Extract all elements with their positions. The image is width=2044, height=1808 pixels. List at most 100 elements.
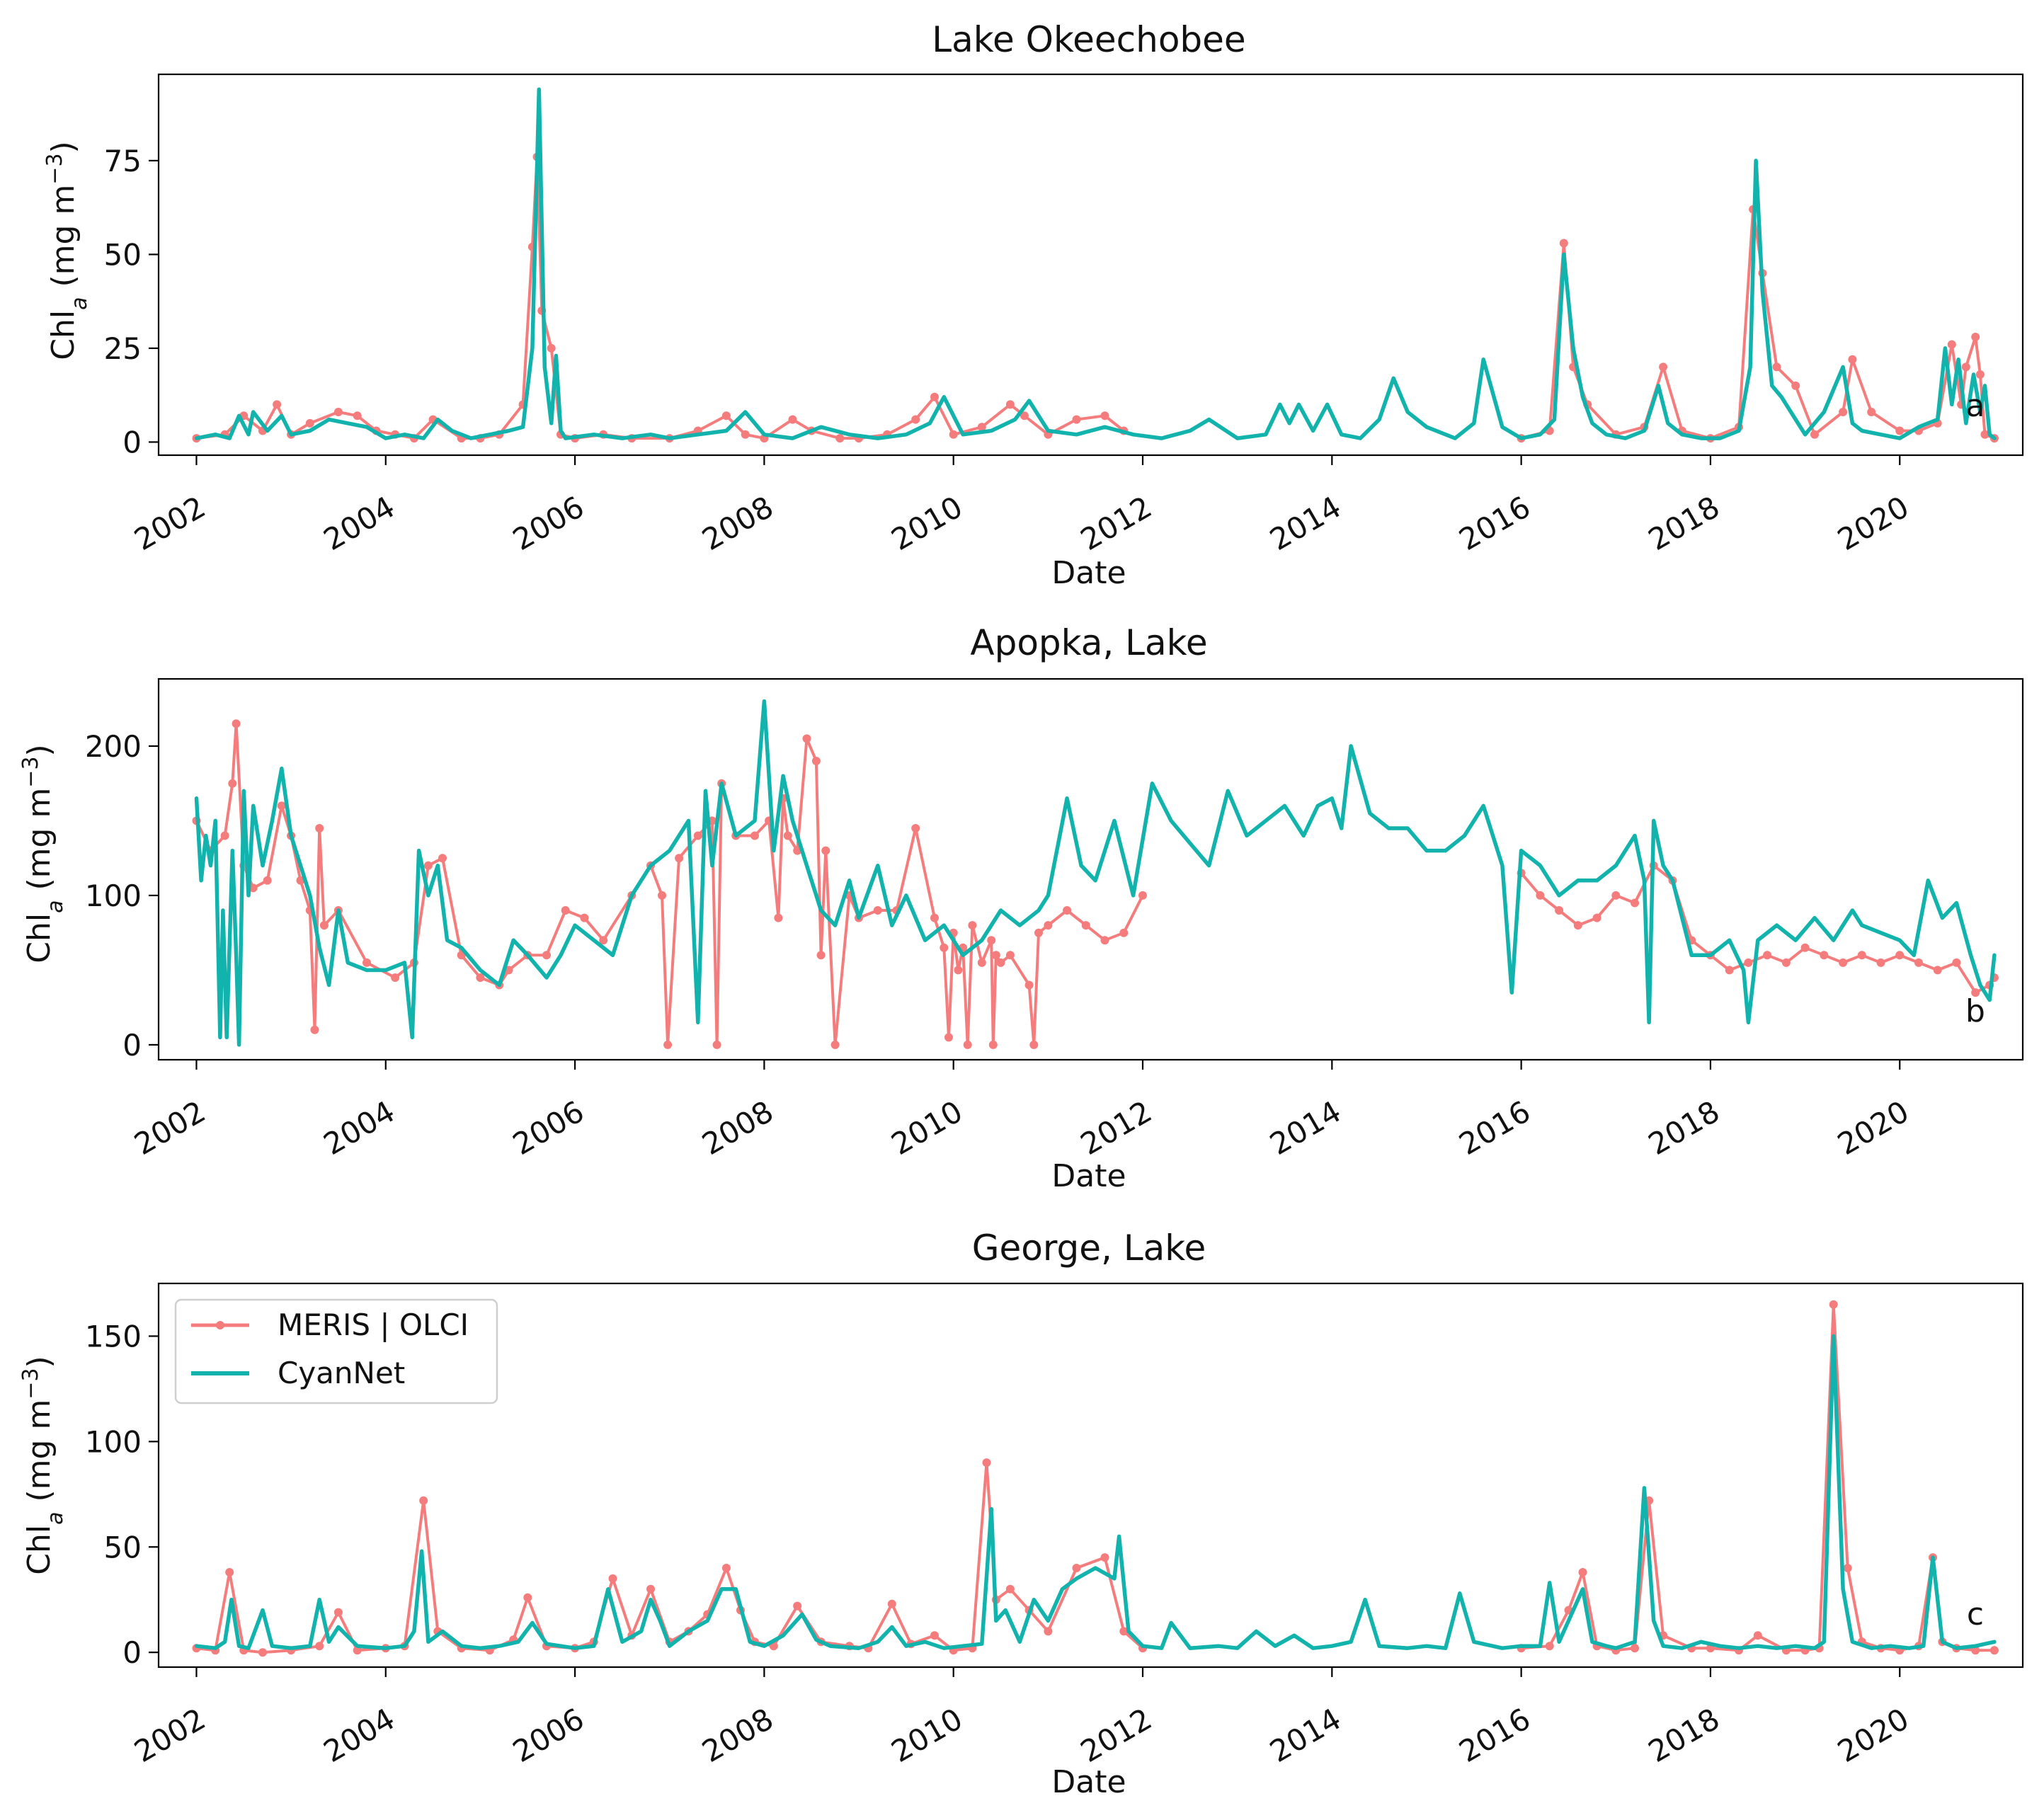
panel-a-xtick-label: 2008 — [696, 489, 779, 557]
panel-c-ytick-label: 100 — [85, 1424, 142, 1459]
panel-c-meris-point — [419, 1496, 428, 1505]
panel-a-xticks: 2002 2004 2006 2008 2010 2012 2014 2016 2018 2020 — [128, 455, 1914, 557]
panel-a-meris-line — [195, 155, 1126, 440]
panel-a-meris-point — [1559, 239, 1568, 248]
panel-c-meris-point — [608, 1574, 617, 1583]
panel-b-label: b — [1965, 993, 1985, 1029]
panel-b-meris-point — [580, 913, 589, 922]
panel-b-meris-point — [811, 757, 821, 765]
panel-b-xtick-label: 2012 — [1075, 1094, 1158, 1162]
panel-b-meris-line — [1519, 864, 1996, 995]
panel-a-meris-point — [1980, 430, 1989, 439]
panel-a-meris-point — [977, 423, 986, 432]
legend-box — [174, 1298, 498, 1404]
panel-b-xtick-label: 2014 — [1264, 1094, 1347, 1162]
panel-a-meris-point — [1961, 362, 1970, 372]
panel-c-meris-line — [1519, 1303, 1996, 1652]
panel-b-meris-point — [1119, 928, 1129, 937]
panel-b-meris-point — [675, 854, 684, 863]
panel-c-xlabel: Date — [1051, 1764, 1126, 1800]
panel-b-xtick-label: 2010 — [886, 1094, 969, 1162]
panel-a-xtick-label: 2004 — [318, 489, 401, 557]
panel-c-meris-point — [982, 1458, 991, 1467]
panel-c-meris-point — [225, 1568, 234, 1577]
panel-c-meris-point — [646, 1584, 655, 1594]
panel-b-meris-point — [1876, 958, 1885, 967]
panel-c-axes-frame — [157, 1282, 2024, 1669]
panel-b-meris-point — [940, 943, 949, 952]
panel-b-meris-point — [1044, 921, 1053, 930]
panel-c-meris-point — [793, 1601, 802, 1610]
panel-c-cyannet-line — [194, 1334, 1997, 1650]
panel-a-axes-frame — [157, 73, 2024, 457]
panel-a-meris-point — [1020, 411, 1029, 420]
panel-b-meris-point — [954, 966, 963, 975]
panel-c-meris-point — [258, 1648, 267, 1657]
panel-a-meris-point — [333, 408, 343, 416]
panel-b-meris-point — [873, 906, 882, 915]
panel-a-plot — [192, 87, 1999, 443]
panel-c-ytick-label: 0 — [122, 1635, 142, 1670]
panel-b-ytick-label: 0 — [122, 1028, 142, 1063]
panel-a-title: Lake Okeechobee — [932, 19, 1245, 60]
panel-a-xtick-label: 2020 — [1832, 489, 1914, 557]
panel-b-meris-point — [1781, 958, 1791, 967]
panel-c-xtick-label: 2010 — [886, 1701, 969, 1769]
panel-c-meris-point — [930, 1631, 939, 1640]
panel-a-meris-point — [1072, 415, 1081, 424]
panel-a-meris-point — [835, 434, 845, 443]
panel-b-axes-frame — [157, 677, 2024, 1061]
panel-b-meris-point — [277, 801, 286, 811]
panel-b-plot — [192, 699, 1999, 1049]
panel-c-meris-point — [1545, 1642, 1554, 1651]
panel-a-meris-point — [1867, 408, 1876, 416]
panel-a-ytick-label: 50 — [104, 237, 142, 272]
panel-c: George, Lake Chla (mg m−3) 0 50 100 150 200… — [18, 1228, 2024, 1800]
panel-b-meris-point — [987, 936, 996, 945]
panel-b-meris-point — [1592, 913, 1601, 922]
panel-b-xtick-label: 2018 — [1643, 1094, 1725, 1162]
legend-meris-marker — [216, 1321, 224, 1329]
panel-b-ylabel: Chla (mg m−3) — [18, 744, 68, 963]
panel-c-xtick-label: 2014 — [1264, 1701, 1347, 1769]
panel-b-meris-point — [1763, 951, 1772, 960]
panel-c-xtick-label: 2002 — [128, 1701, 211, 1769]
panel-c-meris-point — [1072, 1564, 1081, 1572]
panel-c-meris-point — [1100, 1553, 1109, 1562]
panel-b-meris-point — [930, 913, 939, 922]
panel-b-meris-point — [315, 824, 324, 833]
panel-a-meris-point — [1947, 340, 1956, 349]
panel-b-meris-point — [1725, 966, 1734, 975]
panel-a-xtick-label: 2014 — [1264, 489, 1347, 557]
panel-c-ytick-label: 150 — [85, 1319, 142, 1354]
panel-b-meris-point — [712, 1040, 721, 1049]
panel-c-ytick-label: 50 — [104, 1530, 142, 1564]
panel-b-meris-point — [228, 779, 237, 788]
panel-a-xtick-label: 2002 — [128, 489, 211, 557]
panel-a-meris-point — [1975, 370, 1985, 379]
panel-a-meris-point — [1659, 362, 1668, 372]
panel-a-label: a — [1966, 388, 1985, 424]
panel-c-ylabel: Chla (mg m−3) — [18, 1356, 68, 1574]
panel-c-meris-point — [1753, 1631, 1762, 1640]
panel-a-xtick-label: 2012 — [1075, 489, 1158, 557]
legend-meris-label: MERIS | OLCI — [278, 1308, 469, 1342]
panel-a-meris-point — [1971, 333, 1980, 341]
panel-b-meris-point — [391, 973, 400, 982]
panel-b-xtick-label: 2002 — [128, 1094, 211, 1162]
panel-c-meris-point — [1005, 1584, 1015, 1594]
panel-a-ytick-label: 25 — [104, 331, 142, 366]
panel-b-meris-point — [1971, 988, 1980, 997]
panel-b-meris-point — [1081, 921, 1090, 930]
panel-b-meris-point — [783, 831, 792, 840]
panel-b-cyannet-line — [194, 699, 1997, 1047]
panel-b-xticks: 2002 2004 2006 2008 2010 2012 2014 2016 2018 2020 — [128, 1060, 1914, 1162]
panel-b-meris-point — [1005, 951, 1015, 960]
panel-b-meris-point — [968, 921, 977, 930]
panel-c-xtick-label: 2016 — [1454, 1701, 1536, 1769]
panel-b-meris-point — [1952, 958, 1961, 967]
panel-b-meris-point — [423, 861, 433, 870]
panel-b-meris-point — [663, 1040, 673, 1049]
panel-b-meris-point — [561, 906, 570, 915]
panel-b-meris-point — [310, 1025, 319, 1034]
